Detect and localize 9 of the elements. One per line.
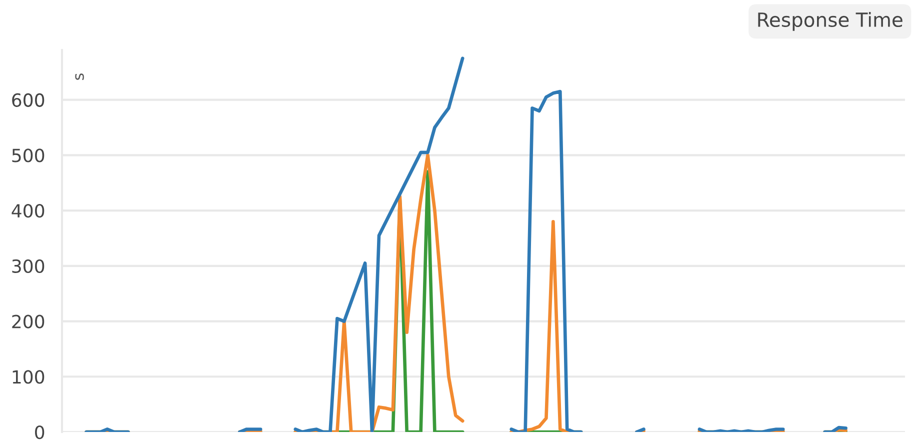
y-tick-label: 0	[35, 425, 44, 440]
y-axis-title: s	[75, 74, 84, 80]
chart-title: Response Time	[758, 12, 902, 31]
y-tick-label: 200	[12, 314, 44, 328]
y-tick-label: 300	[12, 259, 44, 274]
y-tick-label: 500	[12, 148, 44, 162]
y-tick-label: 100	[12, 370, 44, 384]
y-tick-label: 400	[12, 204, 44, 218]
y-tick-label: 600	[12, 93, 44, 107]
